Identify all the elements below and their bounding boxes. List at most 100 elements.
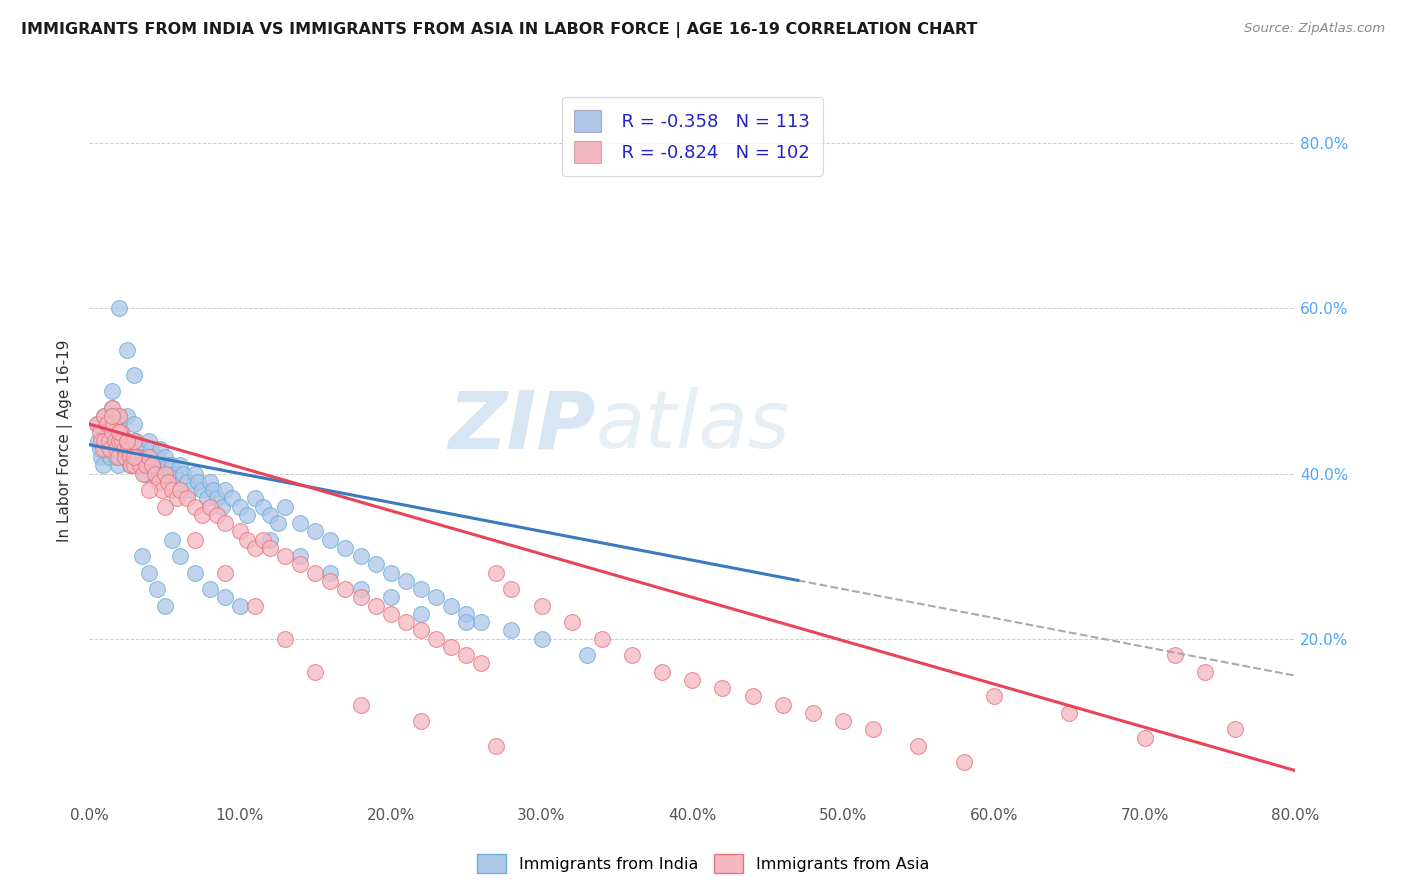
Point	[335, 541, 357, 555]
Point	[117, 442, 139, 456]
Point	[409, 607, 432, 621]
Point	[176, 491, 198, 506]
Point	[409, 582, 432, 596]
Point	[380, 566, 402, 580]
Point	[143, 458, 166, 473]
Point	[364, 599, 387, 613]
Point	[132, 458, 155, 473]
Point	[1059, 706, 1081, 720]
Point	[456, 615, 478, 629]
Point	[87, 434, 110, 448]
Point	[304, 665, 326, 679]
Point	[440, 640, 463, 654]
Text: ZIP: ZIP	[449, 387, 596, 465]
Point	[862, 723, 884, 737]
Point	[134, 467, 156, 481]
Point	[145, 467, 167, 481]
Point	[335, 582, 357, 596]
Point	[575, 648, 598, 662]
Point	[138, 483, 160, 497]
Point	[425, 632, 447, 646]
Point	[148, 458, 170, 473]
Point	[409, 624, 432, 638]
Point	[176, 475, 198, 489]
Point	[138, 434, 160, 448]
Point	[157, 467, 180, 481]
Point	[201, 483, 224, 497]
Point	[117, 450, 139, 464]
Text: Source: ZipAtlas.com: Source: ZipAtlas.com	[1244, 22, 1385, 36]
Point	[620, 648, 643, 662]
Point	[153, 467, 176, 481]
Legend: Immigrants from India, Immigrants from Asia: Immigrants from India, Immigrants from A…	[471, 847, 935, 880]
Point	[252, 533, 274, 547]
Point	[104, 434, 127, 448]
Text: IMMIGRANTS FROM INDIA VS IMMIGRANTS FROM ASIA IN LABOR FORCE | AGE 16-19 CORRELA: IMMIGRANTS FROM INDIA VS IMMIGRANTS FROM…	[21, 22, 977, 38]
Point	[229, 524, 252, 539]
Point	[96, 425, 118, 440]
Point	[153, 467, 176, 481]
Y-axis label: In Labor Force | Age 16-19: In Labor Force | Age 16-19	[58, 339, 73, 541]
Point	[108, 434, 131, 448]
Point	[243, 599, 266, 613]
Point	[221, 491, 243, 506]
Point	[198, 475, 221, 489]
Point	[124, 450, 146, 464]
Point	[104, 434, 127, 448]
Point	[364, 558, 387, 572]
Point	[114, 442, 136, 456]
Point	[98, 442, 121, 456]
Point	[86, 417, 108, 431]
Point	[150, 467, 173, 481]
Point	[395, 615, 418, 629]
Point	[105, 450, 128, 464]
Point	[243, 541, 266, 555]
Point	[983, 690, 1005, 704]
Point	[172, 467, 194, 481]
Point	[274, 632, 297, 646]
Point	[124, 450, 146, 464]
Point	[124, 368, 146, 382]
Point	[501, 624, 523, 638]
Point	[128, 458, 150, 473]
Point	[169, 549, 191, 563]
Point	[120, 458, 142, 473]
Point	[772, 698, 794, 712]
Point	[214, 566, 236, 580]
Point	[274, 500, 297, 514]
Point	[108, 442, 131, 456]
Point	[290, 516, 312, 530]
Point	[1194, 665, 1216, 679]
Point	[93, 434, 115, 448]
Point	[115, 434, 138, 448]
Point	[207, 508, 229, 522]
Point	[179, 483, 201, 497]
Point	[100, 384, 122, 398]
Point	[103, 417, 125, 431]
Point	[150, 483, 173, 497]
Point	[236, 533, 259, 547]
Point	[110, 425, 132, 440]
Point	[195, 491, 218, 506]
Point	[229, 599, 252, 613]
Point	[591, 632, 613, 646]
Point	[530, 599, 553, 613]
Point	[425, 591, 447, 605]
Point	[259, 533, 281, 547]
Point	[124, 417, 146, 431]
Point	[319, 533, 342, 547]
Point	[214, 516, 236, 530]
Point	[107, 450, 129, 464]
Point	[651, 665, 673, 679]
Point	[211, 500, 233, 514]
Point	[470, 615, 492, 629]
Point	[115, 434, 138, 448]
Point	[97, 434, 120, 448]
Point	[530, 632, 553, 646]
Point	[711, 681, 734, 695]
Point	[290, 549, 312, 563]
Point	[96, 417, 118, 431]
Point	[456, 607, 478, 621]
Point	[470, 657, 492, 671]
Point	[380, 607, 402, 621]
